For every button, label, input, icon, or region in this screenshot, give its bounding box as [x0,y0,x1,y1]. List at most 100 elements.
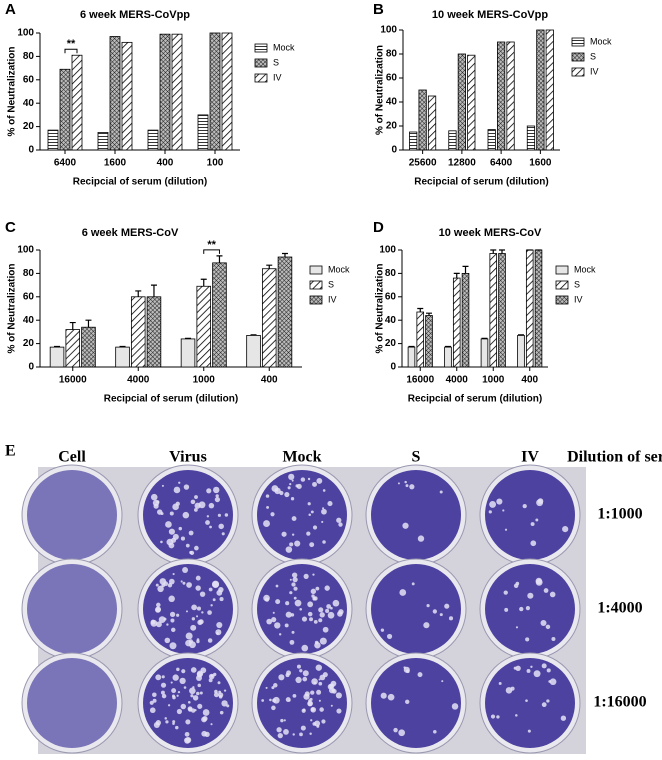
column-label: Cell [58,449,86,466]
y-tick-label: 60 [385,291,397,302]
plaque [208,678,213,683]
plaque [283,719,286,722]
plaque [433,729,437,734]
plaque [196,606,201,611]
plaque [167,704,171,707]
plaque [280,718,284,723]
plaque [218,523,224,530]
plaque [265,686,268,689]
plaque [193,508,198,512]
x-tick-label: 400 [157,158,174,169]
plaque [328,687,336,694]
plaque [150,493,158,501]
plaque [299,732,303,737]
plaque [299,669,303,673]
plaque [166,623,169,626]
plaque [209,525,212,529]
y-tick-label: 60 [386,73,398,84]
plaque [318,618,323,623]
plaque [213,692,219,698]
plaque [185,543,190,548]
error-bar [481,337,488,339]
y-tick-label: 0 [28,362,34,373]
error-bar [54,345,61,348]
bar [261,268,277,368]
plaque [161,484,164,487]
significance-bracket [203,249,220,254]
plaque [300,477,306,482]
plaque [316,689,322,695]
plaque [546,668,551,673]
y-tick-label: 40 [23,98,35,109]
plaque [289,483,292,486]
plaque [187,700,191,704]
legend-swatch [254,58,268,68]
bar [534,249,543,368]
plaque [285,611,292,618]
plaque [441,680,444,683]
legend-swatch [555,280,569,290]
plaque [322,507,325,510]
plaque [275,584,279,588]
plaque [302,670,309,677]
plaque [182,567,189,573]
plaque [170,681,173,684]
plaque [504,528,508,531]
row-label: 1:16000 [593,694,646,711]
y-tick-label: 20 [386,121,398,132]
well [485,470,575,560]
x-tick-label: 4000 [127,375,150,386]
error-bar [426,312,433,316]
plaque [195,585,201,591]
plaque [172,722,175,725]
y-tick-label: 40 [386,97,398,108]
x-tick-label: 12800 [448,158,476,169]
plaque [276,489,279,492]
plaque [330,606,333,610]
plaque [403,666,406,669]
bar [121,41,133,151]
plaque [295,676,302,684]
bar [416,311,425,368]
plaque [219,597,224,602]
plaque [299,607,303,611]
plaque [426,604,430,608]
plaque [543,588,549,593]
plaque [311,678,318,685]
plaque [192,695,199,701]
plaque [271,705,276,711]
plaque [530,540,537,547]
plaque [155,583,159,587]
plaque [309,617,314,622]
plaque [272,611,275,614]
legend-swatch [309,295,323,305]
plaque [515,626,519,629]
plaque [321,719,326,724]
legend-label: IV [574,294,583,304]
plaque [313,596,318,601]
plaque [185,610,188,613]
charts: A 6 week MERS-CoVpp % of Neutralization Rec… [5,1,612,405]
plaque [327,611,335,619]
plaque [178,526,183,531]
bar [407,346,416,368]
plaque [168,595,175,603]
plaque [176,708,182,715]
plaque [185,632,193,640]
plaque [182,511,190,519]
legend-swatch [571,37,585,47]
significance-label: ** [67,38,76,50]
error-bar [69,321,76,330]
plaque [526,669,531,673]
chart-title: 6 week MERS-CoV [82,227,179,239]
plaque [548,680,552,683]
plaque [189,641,196,649]
plaque [189,550,193,555]
plaque [316,478,323,484]
chart-title: 10 week MERS-CoV [439,227,542,239]
plaque [269,698,272,702]
plaque [199,591,206,597]
y-axis-label: % of Neutralization [375,263,386,353]
plaque [190,499,196,505]
plaque [161,675,165,679]
